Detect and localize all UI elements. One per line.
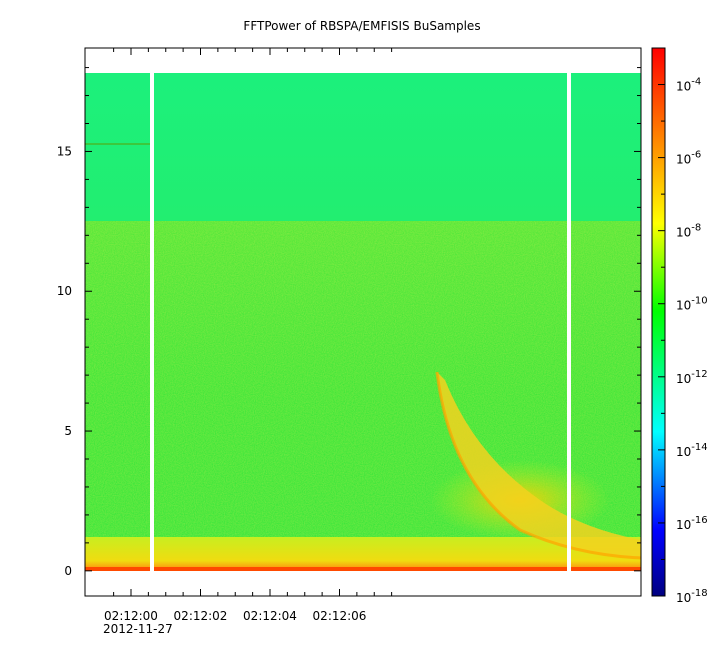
- upper-band: [85, 73, 641, 223]
- x-tick-label: 02:12:02: [174, 609, 228, 623]
- spectrogram-image: [85, 73, 641, 571]
- y-axis: 0 5 10 15: [57, 67, 641, 578]
- colorbar-tick-base: 10: [676, 226, 691, 240]
- colorbar-tick-base: 10: [676, 445, 691, 459]
- colorbar-tick-label: 10-8: [676, 223, 701, 240]
- y-tick-label: 0: [64, 564, 72, 578]
- colorbar-tick-base: 10: [676, 591, 691, 605]
- x-date-label: 2012-11-27: [103, 622, 173, 636]
- colorbar-tick-exponent: -10: [691, 296, 707, 307]
- data-gap-1: [150, 73, 154, 571]
- y-tick-label: 5: [64, 424, 72, 438]
- colorbar-tick-label: 10-18: [676, 588, 708, 605]
- colorbar-tick-label: 10-12: [676, 369, 708, 386]
- colorbar-tick-exponent: -12: [691, 369, 707, 380]
- x-tick-label: 02:12:04: [243, 609, 297, 623]
- colorbar-tick-exponent: -6: [691, 150, 701, 161]
- colorbar-tick-base: 10: [676, 80, 691, 94]
- colorbar-tick-base: 10: [676, 299, 691, 313]
- colorbar-tick-exponent: -18: [691, 588, 707, 599]
- x-tick-label: 02:12:00: [104, 609, 158, 623]
- chart-title: FFTPower of RBSPA/EMFISIS BuSamples: [243, 19, 480, 33]
- colorbar-tick-exponent: -16: [691, 515, 707, 526]
- colorbar: [651, 47, 666, 597]
- colorbar-tick-exponent: -4: [691, 77, 701, 88]
- plot-frame: [84, 47, 642, 597]
- colorbar-tick-base: 10: [676, 518, 691, 532]
- chorus-emission: [437, 372, 641, 558]
- y-tick-label: 10: [57, 284, 72, 298]
- colorbar-tick-label: 10-10: [676, 296, 708, 313]
- colorbar-tick-exponent: -14: [691, 442, 707, 453]
- colorbar-tick-exponent: -8: [691, 223, 701, 234]
- colorbar-tick-label: 10-6: [676, 150, 701, 167]
- x-tick-label: 02:12:06: [313, 609, 367, 623]
- x-axis: 02:12:00 02:12:02 02:12:04 02:12:06: [104, 48, 393, 623]
- y-tick-label: 15: [57, 144, 72, 158]
- chorus-emission-edge: [435, 371, 641, 560]
- zero-frequency-line: [85, 567, 641, 571]
- colorbar-tick-label: 10-14: [676, 442, 708, 459]
- data-gap-2: [567, 73, 571, 571]
- colorbar-tick-base: 10: [676, 153, 691, 167]
- colorbar-tick-label: 10-4: [676, 77, 701, 94]
- colorbar-tick-base: 10: [676, 372, 691, 386]
- colorbar-tick-label: 10-16: [676, 515, 708, 532]
